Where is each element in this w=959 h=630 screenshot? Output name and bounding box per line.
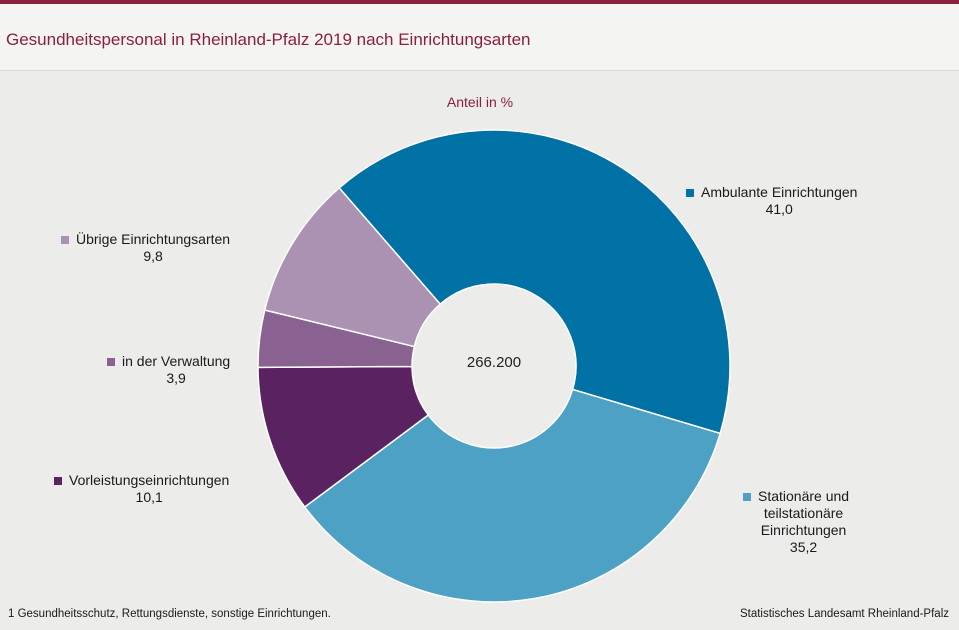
legend-label-verwaltung: in der Verwaltung	[122, 353, 231, 369]
legend-value-verwaltung: 3,9	[166, 370, 186, 386]
legend-vorleistung: Vorleistungseinrichtungen 10,1	[54, 472, 229, 506]
legend-swatch-ambulante	[686, 188, 694, 197]
slice-stationaere	[303, 388, 722, 603]
legend-label-stationaere-1: Stationäre und	[758, 488, 850, 504]
footnote: 1 Gesundheitsschutz, Rettungsdienste, so…	[8, 608, 331, 620]
legend-uebrige: Übrige Einrichtungsarten 9,8	[61, 231, 230, 265]
top-accent-bar	[0, 0, 959, 4]
legend-label-uebrige: Übrige Einrichtungsarten	[76, 231, 231, 247]
legend-ambulante: Ambulante Einrichtungen 41,0	[686, 184, 857, 218]
legend-swatch-verwaltung	[107, 357, 115, 366]
legend-value-ambulante: 41,0	[765, 201, 793, 217]
legend-swatch-uebrige	[61, 235, 69, 244]
legend-value-stationaere: 35,2	[789, 539, 818, 555]
header-divider	[0, 70, 959, 71]
chart-title: Gesundheitspersonal in Rheinland-Pfalz 2…	[6, 30, 531, 49]
legend-stationaere: Stationäre und teilstationäre Einrichtun…	[743, 488, 849, 556]
legend-value-vorleistung: 10,1	[135, 489, 163, 505]
legend-verwaltung: in der Verwaltung 3,9	[107, 353, 230, 387]
legend-swatch-stationaere	[743, 492, 751, 501]
chart-header: Gesundheitspersonal in Rheinland-Pfalz 2…	[0, 4, 959, 70]
legend-swatch-vorleistung	[54, 476, 62, 485]
slice-vorleistung	[257, 365, 430, 509]
legend-label-stationaere-2: teilstationäre	[763, 505, 844, 521]
legend-value-uebrige: 9,8	[143, 248, 163, 264]
legend-label-stationaere-3: Einrichtungen	[760, 522, 847, 538]
slice-ambulante	[338, 129, 731, 435]
chart-subtitle: Anteil in %	[446, 94, 514, 110]
legend-label-ambulante: Ambulante Einrichtungen	[701, 184, 858, 200]
legend-label-vorleistung: Vorleistungseinrichtungen	[69, 472, 230, 488]
donut-center-total: 266.200	[466, 354, 522, 371]
source-credit: Statistisches Landesamt Rheinland-Pfalz	[739, 608, 949, 620]
slice-uebrige	[263, 186, 442, 348]
